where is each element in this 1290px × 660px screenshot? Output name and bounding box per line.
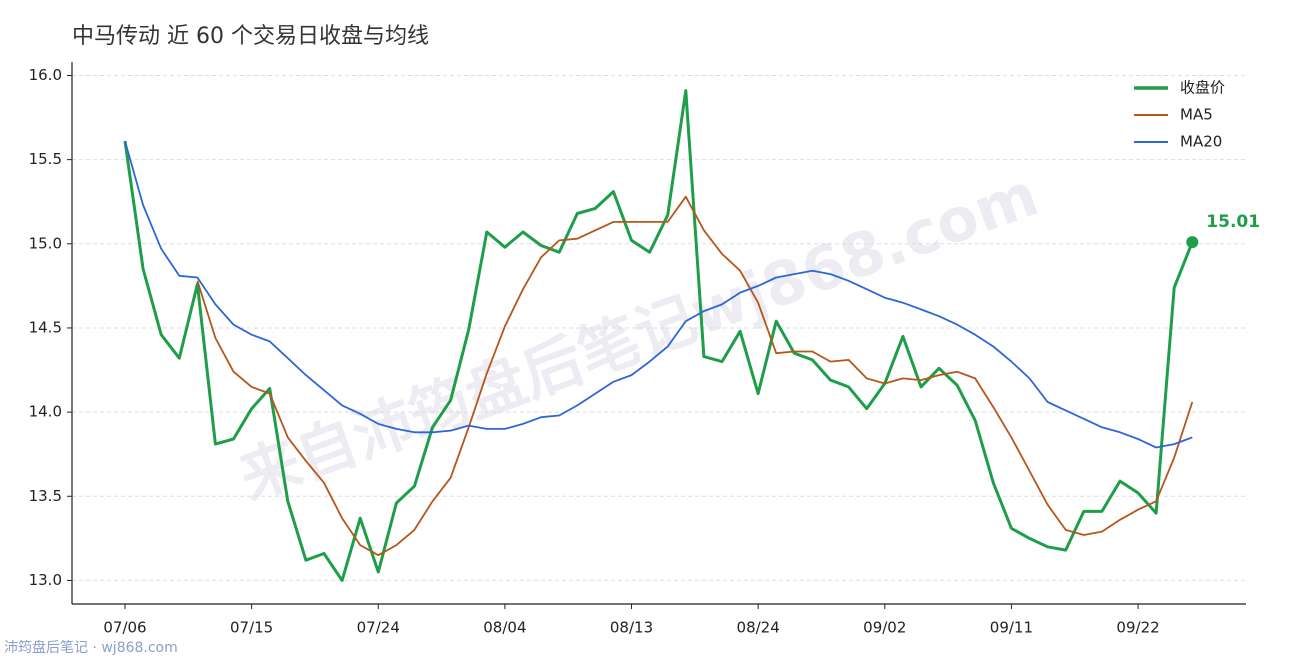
y-tick-label: 14.0 — [29, 403, 62, 421]
x-tick-label: 09/02 — [863, 619, 906, 637]
x-tick-label: 09/11 — [990, 619, 1033, 637]
legend-label: 收盘价 — [1180, 79, 1225, 97]
x-tick-label: 07/15 — [230, 619, 273, 637]
chart-title: 中马传动 近 60 个交易日收盘与均线 — [72, 24, 429, 49]
legend-label: MA5 — [1180, 106, 1213, 124]
x-tick-label: 08/13 — [610, 619, 653, 637]
footer: 沛筠盘后笔记 · wj868.com — [4, 639, 178, 656]
y-tick-label: 13.0 — [29, 571, 62, 589]
legend-label: MA20 — [1180, 133, 1222, 151]
watermark: 来自沛筠盘后笔记wj868.com — [231, 160, 1047, 514]
series-line — [124, 140, 1193, 449]
x-tick-label: 09/22 — [1116, 619, 1159, 637]
y-tick-label: 15.0 — [29, 234, 62, 252]
last-point — [1186, 236, 1199, 249]
last-value-label: 15.01 — [1206, 212, 1260, 232]
y-tick-label: 13.5 — [29, 487, 62, 505]
series-line — [196, 195, 1194, 557]
x-tick-label: 07/24 — [357, 619, 400, 637]
y-tick-label: 14.5 — [29, 318, 62, 336]
y-tick-label: 16.0 — [29, 66, 62, 84]
x-tick-label: 08/24 — [737, 619, 780, 637]
y-tick-label: 15.5 — [29, 150, 62, 168]
series-line — [123, 89, 1194, 582]
x-tick-label: 08/04 — [483, 619, 526, 637]
x-tick-label: 07/06 — [103, 619, 146, 637]
